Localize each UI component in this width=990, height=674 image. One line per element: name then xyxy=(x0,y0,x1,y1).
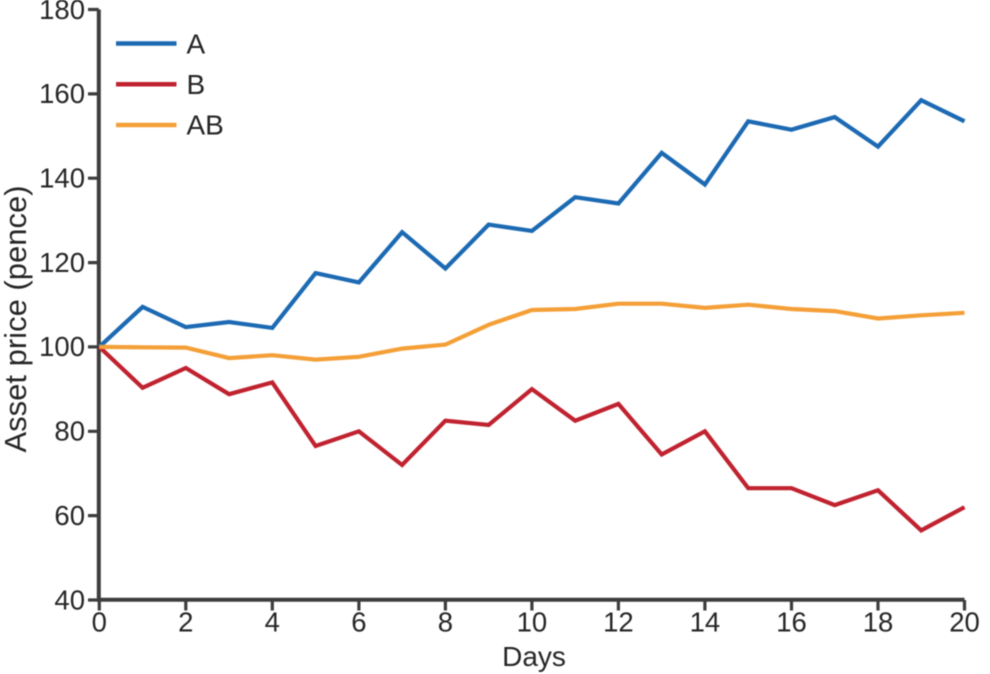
svg-text:AB: AB xyxy=(187,110,224,141)
svg-text:10: 10 xyxy=(517,607,548,638)
svg-text:8: 8 xyxy=(438,607,453,638)
svg-text:A: A xyxy=(187,29,206,60)
svg-text:40: 40 xyxy=(54,584,85,615)
svg-text:6: 6 xyxy=(351,607,366,638)
svg-text:120: 120 xyxy=(39,247,85,278)
svg-text:4: 4 xyxy=(265,607,280,638)
svg-text:60: 60 xyxy=(54,500,85,531)
svg-text:160: 160 xyxy=(39,78,85,109)
svg-text:100: 100 xyxy=(39,331,85,362)
svg-text:2: 2 xyxy=(178,607,193,638)
svg-text:Asset price (pence): Asset price (pence) xyxy=(0,185,33,452)
svg-text:Days: Days xyxy=(502,641,566,672)
svg-text:180: 180 xyxy=(39,0,85,25)
svg-text:140: 140 xyxy=(39,163,85,194)
svg-text:0: 0 xyxy=(92,607,107,638)
svg-text:20: 20 xyxy=(949,607,980,638)
svg-text:16: 16 xyxy=(776,607,807,638)
svg-text:B: B xyxy=(187,69,206,100)
svg-text:18: 18 xyxy=(863,607,894,638)
svg-text:14: 14 xyxy=(690,607,721,638)
svg-text:80: 80 xyxy=(54,416,85,447)
svg-text:12: 12 xyxy=(603,607,634,638)
